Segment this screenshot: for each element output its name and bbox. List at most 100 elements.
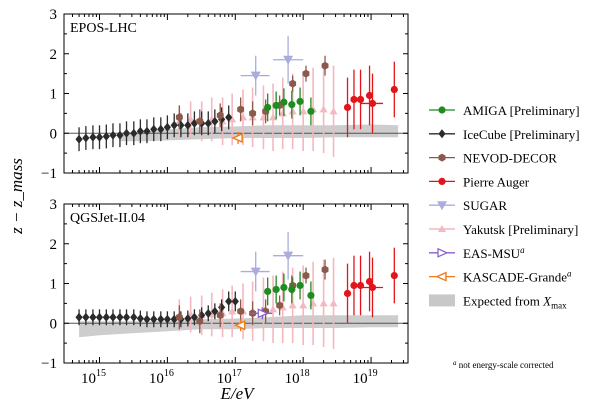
data-point-auger (365, 91, 374, 100)
series-easmsu (249, 307, 273, 320)
data-point-icecube (170, 120, 178, 130)
data-point-nevod (196, 317, 204, 326)
axes-frame (63, 13, 409, 174)
data-point-icecube (89, 312, 97, 322)
data-point-icecube (82, 312, 90, 322)
data-point-icecube (75, 134, 83, 144)
legend-item-sugar: SUGAR (429, 198, 507, 213)
x-axis-title: E/eV (219, 384, 256, 403)
data-point-auger (350, 95, 358, 104)
data-point-icecube (95, 312, 104, 322)
data-point-icecube (122, 312, 131, 322)
data-point-sugar (283, 251, 294, 261)
data-point-amiga (272, 285, 280, 294)
data-point-yakutsk (288, 301, 297, 309)
series-amiga (264, 87, 315, 126)
legend: AMIGA [Preliminary] IceCube [Preliminary]… (429, 103, 580, 310)
data-point-amiga (307, 107, 315, 115)
data-point-yakutsk (329, 107, 338, 115)
data-point-icecube (204, 118, 212, 128)
y-tick-label: 2 (50, 237, 58, 253)
data-point-amiga (288, 285, 296, 294)
legend-item-kascade: KASCADE-Grandea (429, 269, 572, 285)
y-tick-label: 3 (50, 197, 58, 213)
data-point-yakutsk (269, 113, 278, 121)
data-point-icecube (130, 128, 138, 138)
legend-label: Pierre Auger (463, 174, 530, 189)
data-point-amiga (296, 281, 304, 290)
data-point-nevod (216, 311, 224, 320)
data-point-amiga (272, 101, 280, 110)
data-point-icecube (157, 314, 165, 324)
footnote: a not energy-scale corrected (453, 359, 554, 370)
x-tick-label: 1016 (149, 368, 174, 387)
data-point-nevod (237, 307, 245, 316)
series-auger (343, 247, 398, 324)
legend-item-amiga: AMIGA [Preliminary] (429, 103, 580, 118)
data-point-auger (356, 95, 365, 104)
y-axis-title: z − z_mass (7, 158, 26, 235)
data-point-icecube (211, 116, 219, 126)
data-point-amiga (296, 97, 304, 106)
legend-marker (438, 106, 446, 114)
data-point-icecube (190, 118, 199, 128)
data-point-icecube (150, 314, 158, 324)
data-point-nevod (175, 113, 183, 122)
panel-title: QGSJet-II.04 (70, 211, 145, 226)
data-point-amiga (264, 287, 272, 296)
data-point-nevod (276, 301, 284, 310)
y-tick-label: 0 (50, 316, 58, 332)
y-tick-label: −1 (41, 166, 57, 182)
legend-item-yakutsk: Yakutsk [Preliminary] (429, 222, 578, 237)
data-point-auger (390, 85, 398, 94)
data-point-icecube (136, 126, 144, 136)
legend-marker (438, 153, 446, 162)
legend-marker (438, 177, 446, 185)
data-point-nevod (321, 265, 329, 274)
data-point-nevod (321, 61, 329, 70)
data-point-icecube (211, 306, 219, 316)
data-point-icecube (75, 312, 83, 322)
data-point-icecube (163, 314, 171, 324)
y-tick-label: 3 (50, 7, 58, 23)
data-point-easmsu (257, 308, 269, 319)
data-point-icecube (102, 131, 110, 141)
data-point-sugar (283, 55, 294, 65)
data-point-icecube (157, 124, 165, 134)
x-tick-label: 1019 (353, 368, 378, 387)
data-point-yakutsk (288, 107, 297, 115)
legend-item-icecube: IceCube [Preliminary] (429, 127, 580, 142)
data-point-icecube (95, 132, 104, 142)
series-icecube (75, 105, 233, 152)
legend-marker (438, 225, 446, 232)
data-point-icecube (116, 130, 124, 140)
plot-panels: EPOS-LHC 3 2 1 0 −1 QGSJet-II.04 3 2 1 0 −1 1015 1016… (41, 7, 409, 387)
data-point-kascade (231, 132, 243, 144)
footnote-text: a not energy-scale corrected (453, 359, 554, 370)
data-point-yakutsk (228, 115, 237, 123)
data-point-nevod (302, 271, 310, 280)
data-point-icecube (204, 308, 212, 318)
panel-top: EPOS-LHC 3 2 1 0 −1 (41, 7, 409, 182)
series-amiga (264, 271, 315, 310)
y-tick-label: 0 (50, 126, 58, 142)
legend-marker (435, 271, 447, 282)
panel-title: EPOS-LHC (70, 21, 137, 36)
data-point-nevod (196, 117, 204, 126)
data-point-icecube (225, 296, 233, 306)
legend-label: EAS-MSUa (463, 245, 525, 261)
data-point-icecube (184, 313, 192, 323)
data-point-yakutsk (319, 299, 328, 307)
legend-label: KASCADE-Grandea (463, 269, 572, 285)
data-point-auger (350, 281, 358, 290)
data-point-icecube (130, 312, 138, 322)
data-point-nevod (237, 105, 245, 114)
data-point-icecube (218, 302, 226, 312)
data-point-auger (368, 99, 377, 108)
data-point-auger (343, 103, 352, 112)
data-point-nevod (289, 79, 297, 88)
data-point-yakutsk (329, 299, 338, 307)
data-point-nevod (249, 109, 257, 118)
data-point-yakutsk (228, 307, 237, 315)
